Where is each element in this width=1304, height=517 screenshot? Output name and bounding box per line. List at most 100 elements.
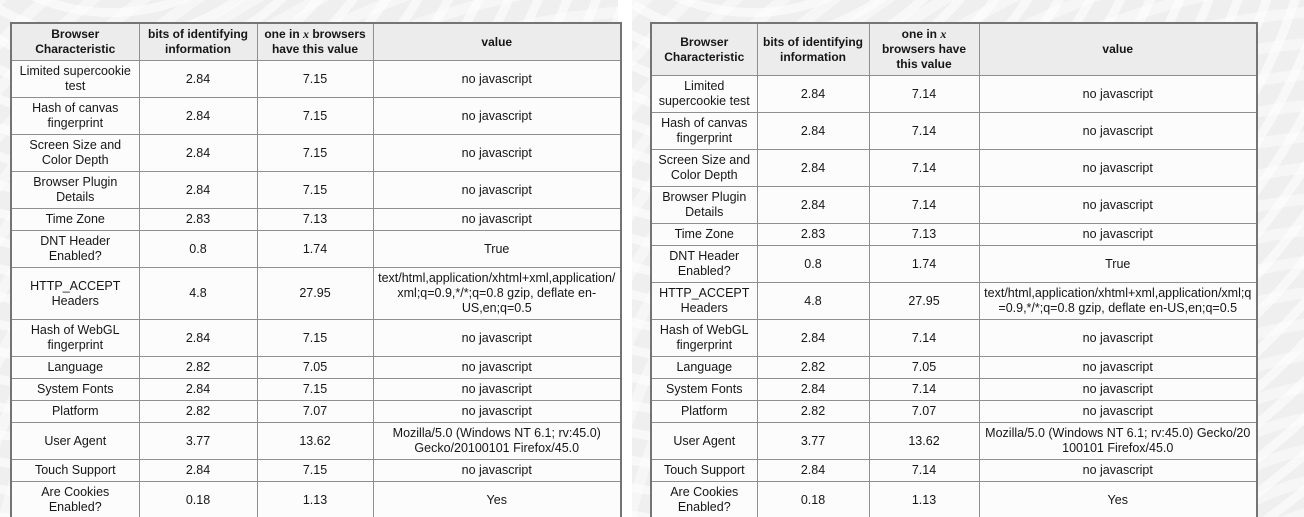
cell-one-in: 1.74 [868,245,980,283]
cell-bits: 3.77 [138,422,258,460]
cell-characteristic: Hash of canvas fingerprint [10,97,140,135]
left-screenshot-panel: Browser Characteristic bits of identifyi… [0,0,622,517]
cell-value: no javascript [978,223,1258,246]
cell-one-in: 7.14 [868,319,980,357]
cell-one-in: 7.07 [256,400,374,423]
cell-value: Yes [978,481,1258,517]
cell-value: True [372,230,622,268]
cell-bits: 2.84 [756,459,870,482]
cell-one-in: 7.15 [256,60,374,98]
table-row: Time Zone 2.83 7.13 no javascript [650,223,1258,246]
cell-characteristic: Limited supercookie test [650,75,758,113]
cell-one-in: 7.14 [868,459,980,482]
col-header-value: value [372,22,622,61]
cell-value: no javascript [978,186,1258,224]
cell-value: no javascript [372,400,622,423]
cell-value: no javascript [372,60,622,98]
cell-one-in: 27.95 [868,282,980,320]
col-header-one-in-post: browsers have this value [271,27,366,56]
col-header-characteristic: Browser Characteristic [650,22,758,76]
cell-one-in: 13.62 [256,422,374,460]
cell-bits: 0.8 [756,245,870,283]
cell-value: no javascript [372,171,622,209]
col-header-one-in-x: x [940,27,947,41]
table-row: Time Zone 2.83 7.13 no javascript [10,208,622,231]
cell-one-in: 7.13 [868,223,980,246]
cell-characteristic: Hash of canvas fingerprint [650,112,758,150]
table-row: Browser Plugin Details 2.84 7.15 no java… [10,171,622,209]
col-header-characteristic: Browser Characteristic [10,22,140,61]
cell-one-in: 7.15 [256,97,374,135]
cell-one-in: 7.15 [256,134,374,172]
cell-value: no javascript [372,208,622,231]
cell-characteristic: Hash of WebGL fingerprint [650,319,758,357]
cell-bits: 2.84 [756,186,870,224]
cell-characteristic: User Agent [10,422,140,460]
cell-one-in: 7.15 [256,378,374,401]
cell-one-in: 7.14 [868,186,980,224]
cell-characteristic: HTTP_ACCEPT Headers [10,267,140,320]
header-row: Browser Characteristic bits of identifyi… [650,22,1258,76]
cell-one-in: 7.05 [256,356,374,379]
cell-bits: 0.18 [756,481,870,517]
col-header-value: value [978,22,1258,76]
cell-value: no javascript [372,356,622,379]
cell-characteristic: Hash of WebGL fingerprint [10,319,140,357]
cell-characteristic: System Fonts [10,378,140,401]
cell-value: no javascript [978,378,1258,401]
cell-one-in: 7.13 [256,208,374,231]
cell-characteristic: Screen Size and Color Depth [650,149,758,187]
cell-value: Yes [372,481,622,517]
header-row: Browser Characteristic bits of identifyi… [10,22,622,61]
cell-value: no javascript [372,134,622,172]
cell-characteristic: DNT Header Enabled? [10,230,140,268]
table-row: Touch Support 2.84 7.15 no javascript [10,459,622,482]
table-row: Screen Size and Color Depth 2.84 7.14 no… [650,149,1258,187]
table-row: Browser Plugin Details 2.84 7.14 no java… [650,186,1258,224]
cell-characteristic: Touch Support [10,459,140,482]
cell-bits: 0.18 [138,481,258,517]
table-row: System Fonts 2.84 7.15 no javascript [10,378,622,401]
cell-bits: 2.84 [138,378,258,401]
browser-fingerprint-table-left: Browser Characteristic bits of identifyi… [10,22,622,517]
cell-one-in: 7.15 [256,319,374,357]
cell-value: no javascript [978,356,1258,379]
cell-characteristic: Limited supercookie test [10,60,140,98]
cell-one-in: 7.07 [868,400,980,423]
cell-bits: 2.84 [138,319,258,357]
table-row: User Agent 3.77 13.62 Mozilla/5.0 (Windo… [10,422,622,460]
col-header-one-in: one in x browsers have this value [868,22,980,76]
table-row: System Fonts 2.84 7.14 no javascript [650,378,1258,401]
cell-bits: 2.84 [138,97,258,135]
cell-characteristic: Time Zone [10,208,140,231]
table-row: HTTP_ACCEPT Headers 4.8 27.95 text/html,… [10,267,622,320]
cell-bits: 2.83 [138,208,258,231]
cell-bits: 2.84 [756,112,870,150]
cell-value: text/html,application/xhtml+xml,applicat… [978,282,1258,320]
table-row: User Agent 3.77 13.62 Mozilla/5.0 (Windo… [650,422,1258,460]
cell-one-in: 13.62 [868,422,980,460]
cell-characteristic: System Fonts [650,378,758,401]
table-row: Hash of canvas fingerprint 2.84 7.15 no … [10,97,622,135]
table-row: Are Cookies Enabled? 0.18 1.13 Yes [650,481,1258,517]
cell-one-in: 7.15 [256,171,374,209]
cell-characteristic: Screen Size and Color Depth [10,134,140,172]
cell-one-in: 7.14 [868,112,980,150]
cell-bits: 3.77 [756,422,870,460]
cell-value: no javascript [372,459,622,482]
cell-bits: 2.82 [756,400,870,423]
cell-one-in: 7.14 [868,378,980,401]
table-row: Language 2.82 7.05 no javascript [650,356,1258,379]
cell-characteristic: Are Cookies Enabled? [650,481,758,517]
cell-characteristic: Platform [10,400,140,423]
cell-characteristic: Language [650,356,758,379]
cell-value: no javascript [372,97,622,135]
cell-bits: 2.84 [138,459,258,482]
cell-bits: 2.82 [138,400,258,423]
table-row: Hash of WebGL fingerprint 2.84 7.15 no j… [10,319,622,357]
cell-characteristic: Are Cookies Enabled? [10,481,140,517]
cell-bits: 2.84 [138,60,258,98]
cell-bits: 2.82 [756,356,870,379]
table-row: Touch Support 2.84 7.14 no javascript [650,459,1258,482]
cell-characteristic: User Agent [650,422,758,460]
